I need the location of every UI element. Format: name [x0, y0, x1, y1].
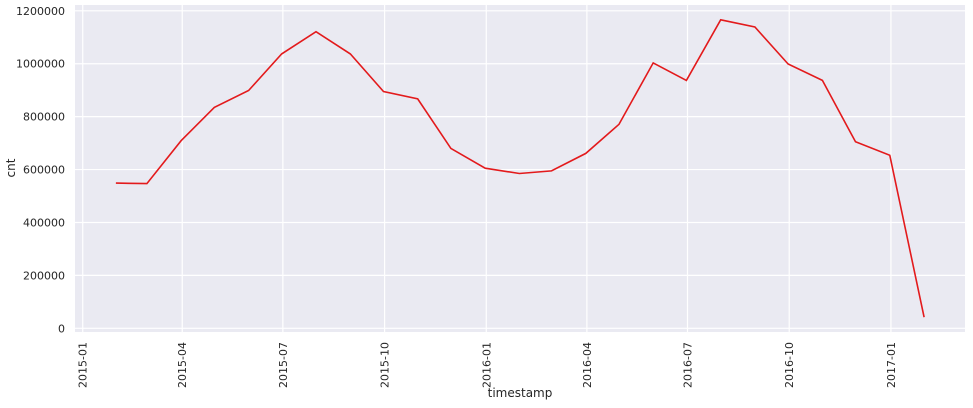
y-tick-label: 0 — [58, 322, 65, 335]
y-axis-label: cnt — [4, 158, 18, 177]
y-tick-label: 200000 — [23, 269, 65, 282]
y-tick-label: 1200000 — [16, 5, 65, 18]
x-tick-label: 2015-04 — [176, 342, 189, 388]
x-tick-label: 2016-07 — [681, 342, 694, 388]
x-tick-label: 2015-07 — [277, 342, 290, 388]
x-tick-label: 2017-01 — [885, 342, 898, 388]
x-tick-label: 2016-01 — [480, 342, 493, 388]
y-tick-labels: 0 200000 400000 600000 800000 1000000 1200000 — [16, 5, 65, 335]
x-tick-label: 2015-10 — [379, 342, 392, 388]
x-tick-label: 2016-10 — [783, 342, 796, 388]
y-tick-label: 800000 — [23, 111, 65, 124]
x-tick-labels: 2015-01 2015-04 2015-07 2015-10 2016-01 2016-… — [77, 342, 898, 388]
y-tick-label: 400000 — [23, 216, 65, 229]
plot-area — [75, 5, 965, 332]
x-tick-label: 2016-04 — [581, 342, 594, 388]
x-tick-label: 2015-01 — [77, 342, 90, 388]
y-tick-label: 1000000 — [16, 58, 65, 71]
x-axis-label: timestamp — [488, 386, 553, 400]
y-tick-label: 600000 — [23, 164, 65, 177]
